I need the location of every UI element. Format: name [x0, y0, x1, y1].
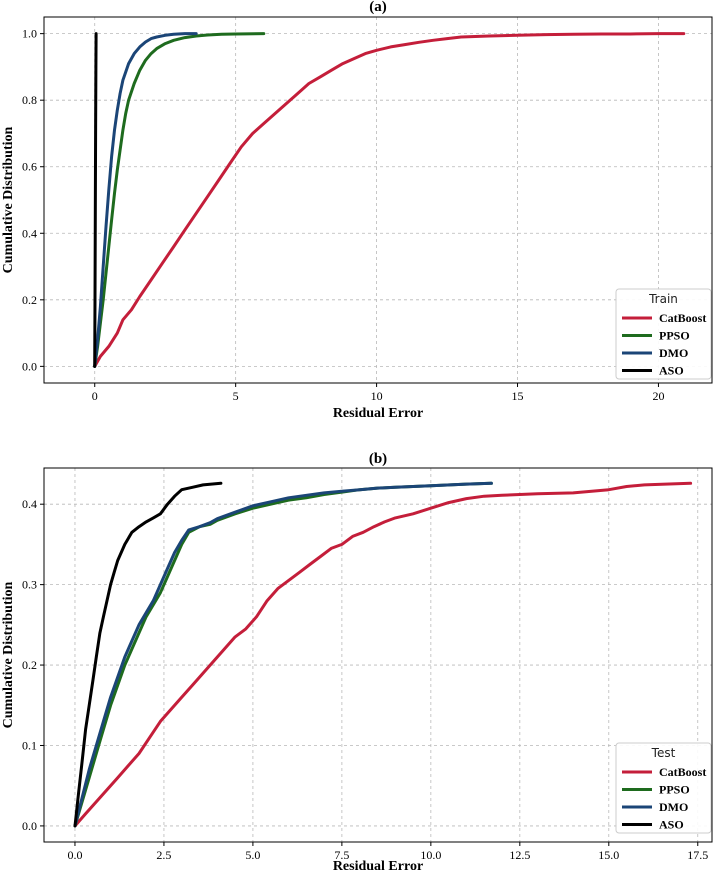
legend-label-dmo: DMO: [659, 346, 688, 360]
y-tick-label: 0.1: [22, 738, 37, 752]
chart-train: 0 5 10 15 20 0.0 0.2 0.4 0.6 0.8 1.0 (a) Residual Er…: [1, 0, 713, 421]
y-axis-label: Cumulative Distribution: [1, 581, 16, 728]
y-tick-label: 1.0: [22, 27, 37, 41]
legend-box: [615, 742, 712, 834]
plot-area-frame: [43, 467, 713, 843]
legend-title: Train: [648, 292, 678, 306]
chart-title: (a): [369, 0, 387, 15]
y-axis-label: Cumulative Distribution: [1, 126, 16, 273]
y-tick-label: 0.3: [22, 578, 37, 592]
series-line-aso: [93, 32, 98, 368]
x-tick-label: 15: [512, 389, 524, 403]
x-tick-label: 15.0: [598, 848, 619, 862]
x-tick-label: 17.5: [687, 848, 708, 862]
series-line-catboost: [93, 32, 686, 368]
x-tick-label: 0.0: [67, 848, 82, 862]
legend-title: Test: [651, 746, 676, 760]
y-tick-label: 0.8: [22, 93, 37, 107]
y-tick-label: 0.0: [22, 819, 37, 833]
series-line-dmo: [93, 32, 198, 368]
series-line-aso: [73, 481, 223, 828]
x-tick-label: 10.0: [420, 848, 441, 862]
x-tick-label: 5: [233, 389, 239, 403]
chart-title: (b): [369, 451, 387, 467]
legend: Test CatBoost PPSO DMO ASO: [615, 742, 712, 834]
plot-area-frame: [43, 16, 713, 384]
x-tick-label: 20: [652, 389, 664, 403]
x-tick-label: 12.5: [509, 848, 530, 862]
legend-label-aso: ASO: [659, 364, 684, 378]
x-tick-label: 2.5: [156, 848, 171, 862]
x-tick-label: 5.0: [245, 848, 260, 862]
y-tick-label: 0.2: [22, 293, 37, 307]
y-tick-label: 0.0: [22, 359, 37, 373]
legend-label-catboost: CatBoost: [659, 311, 706, 325]
x-tick-label: 0: [92, 389, 98, 403]
legend: Train CatBoost PPSO DMO ASO: [615, 288, 712, 380]
legend-label-ppso: PPSO: [659, 783, 690, 797]
x-tick-label: 10: [371, 389, 383, 403]
legend-label-dmo: DMO: [659, 800, 688, 814]
series-line-catboost: [73, 481, 693, 828]
series-line-ppso: [93, 32, 266, 368]
y-tick-label: 0.2: [22, 658, 37, 672]
y-tick-label: 0.4: [22, 497, 37, 511]
y-tick-label: 0.4: [22, 226, 37, 240]
x-axis-label: Residual Error: [333, 859, 423, 872]
chart-test: 0.0 2.5 5.0 7.5 10.0 12.5 15.0 17.5 0.0 0.1 0.2 0.3…: [1, 451, 713, 872]
x-tick-label: 7.5: [334, 848, 349, 862]
x-axis-label: Residual Error: [333, 406, 423, 421]
y-tick-label: 0.6: [22, 160, 37, 174]
legend-box: [615, 288, 712, 380]
legend-label-aso: ASO: [659, 818, 684, 832]
series-line-ppso: [73, 481, 493, 828]
legend-label-catboost: CatBoost: [659, 765, 706, 779]
legend-label-ppso: PPSO: [659, 329, 690, 343]
series-line-dmo: [73, 481, 493, 828]
